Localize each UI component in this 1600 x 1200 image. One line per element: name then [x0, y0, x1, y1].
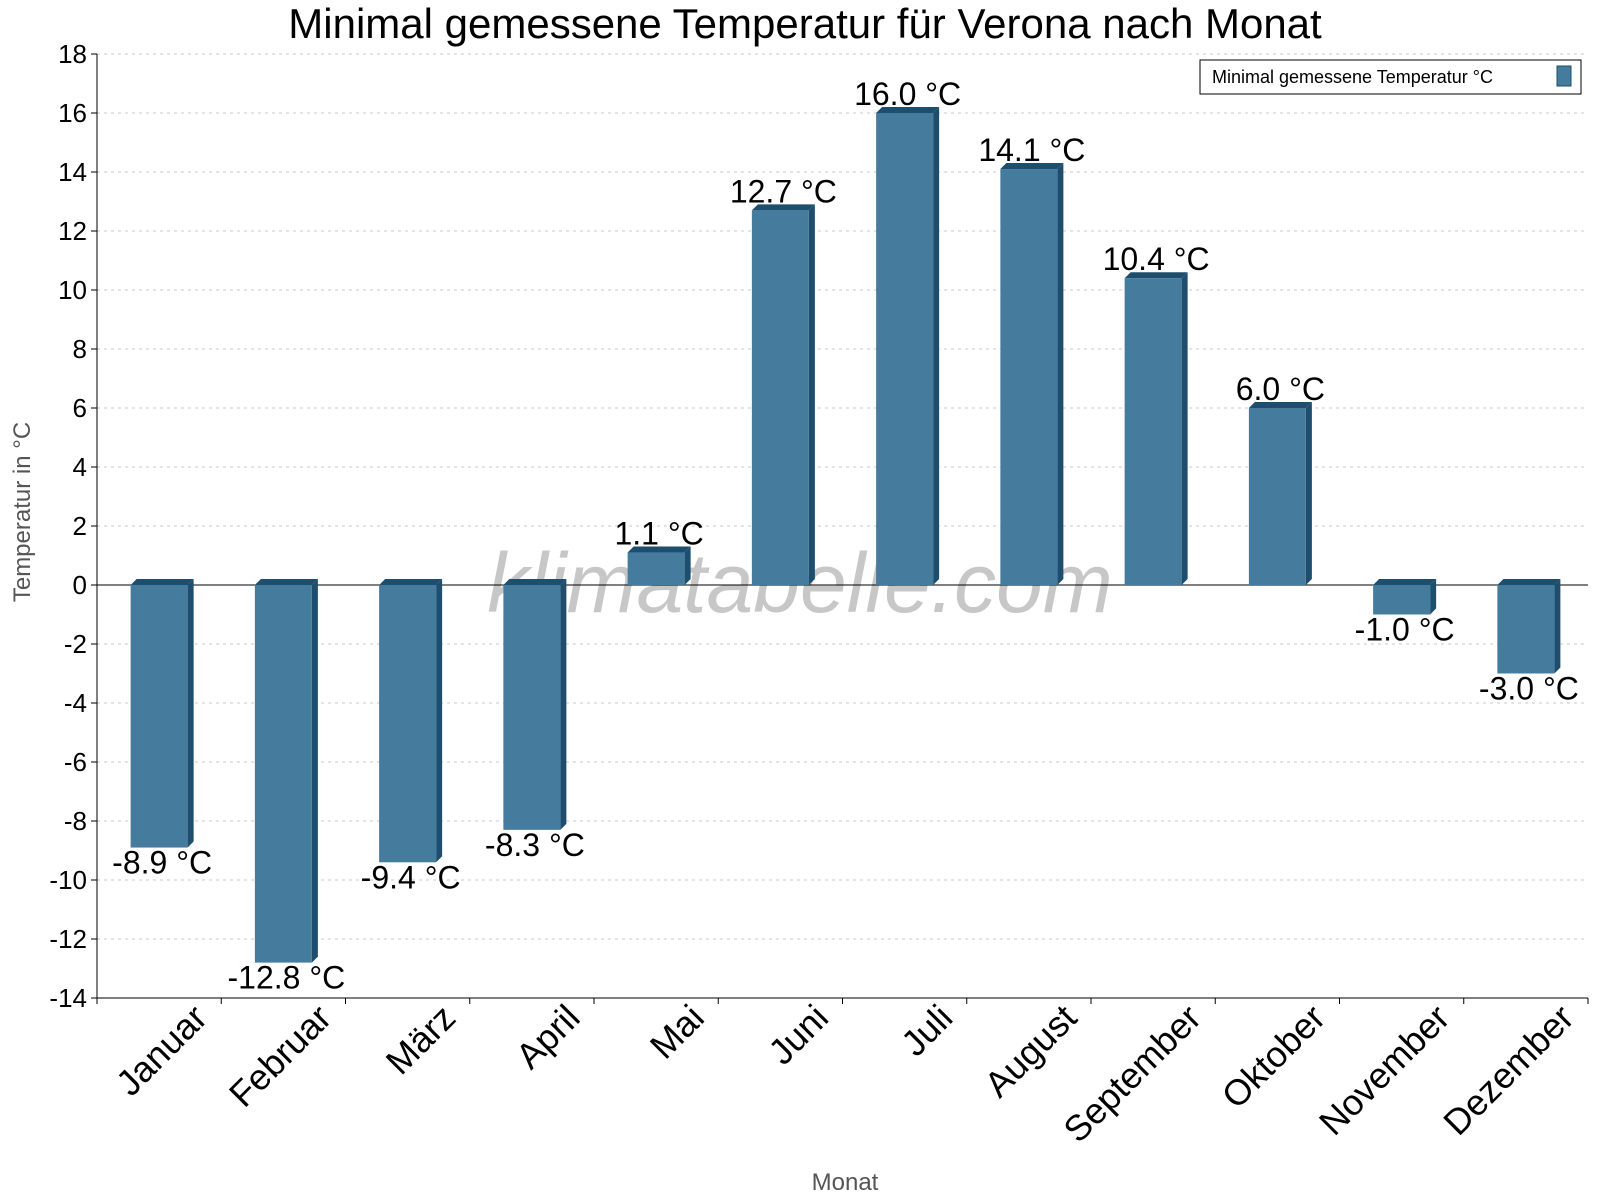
bar-juli [876, 107, 940, 585]
bar-februar [254, 579, 318, 963]
y-tick-label: 2 [73, 511, 87, 541]
x-axis-title: Monat [812, 1169, 879, 1196]
value-label: 1.1 °C [614, 516, 703, 552]
y-tick-label: 0 [73, 570, 87, 600]
bar-mai [627, 546, 691, 585]
bar-september [1124, 272, 1188, 585]
bar-top-face [1124, 272, 1188, 279]
bar-front-face [1248, 408, 1306, 585]
y-tick-label: -8 [64, 806, 87, 836]
bar-side-face [808, 204, 815, 585]
value-label: -1.0 °C [1355, 612, 1455, 648]
bar-november [1373, 579, 1437, 615]
y-tick-label: -6 [64, 747, 87, 777]
bar-top-face [1497, 579, 1561, 585]
y-tick-label: -4 [64, 688, 87, 718]
y-axis-title: Temperatur in °C [9, 422, 36, 602]
bar-side-face [1554, 579, 1561, 674]
bar-top-face [503, 579, 567, 585]
bar-front-face [1373, 585, 1431, 615]
bar-dezember [1497, 579, 1561, 674]
bar-top-face [876, 107, 940, 113]
y-tick-label: -2 [64, 629, 87, 659]
value-label: 6.0 °C [1236, 371, 1325, 407]
legend: Minimal gemessene Temperatur °C [1199, 59, 1582, 95]
y-tick-label: 10 [58, 275, 87, 305]
bar-front-face [503, 585, 561, 830]
value-label: 16.0 °C [854, 76, 961, 112]
bar-front-face [254, 585, 312, 963]
bar-juni [751, 204, 815, 585]
bar-front-face [1497, 585, 1555, 674]
bar-front-face [130, 585, 188, 848]
bars [130, 107, 1561, 963]
bar-top-face [627, 546, 691, 553]
value-label: -3.0 °C [1479, 671, 1579, 707]
y-tick-labels: -14 -12 -10 -8 -6 -4 -2 0 2 4 6 8 10 12 14 16 18 [49, 39, 87, 1013]
y-tick-label: 8 [73, 334, 87, 364]
bar-side-face [1430, 579, 1437, 615]
bar-august [1000, 163, 1064, 586]
value-label: 14.1 °C [978, 132, 1085, 168]
bar-top-face [130, 579, 194, 585]
bar-side-face [560, 579, 567, 830]
bar-april [503, 579, 567, 830]
bar-side-face [1057, 163, 1064, 586]
bar-oktober [1248, 402, 1312, 585]
bar-side-face [1181, 272, 1188, 585]
value-label: 10.4 °C [1103, 241, 1210, 277]
y-tick-label: 14 [58, 157, 87, 187]
bar-top-face [379, 579, 443, 585]
y-tick-label: 4 [73, 452, 87, 482]
value-label: -9.4 °C [361, 859, 461, 895]
axes [91, 53, 1589, 1004]
bar-side-face [187, 579, 194, 848]
value-label: -12.8 °C [228, 960, 346, 996]
legend-label: Minimal gemessene Temperatur °C [1212, 67, 1493, 87]
bar-top-face [1373, 579, 1437, 585]
bar-front-face [751, 210, 809, 585]
bar-side-face [436, 579, 443, 863]
y-tick-label: 6 [73, 393, 87, 423]
legend-box [1199, 59, 1582, 95]
value-labels: -8.9 °C -12.8 °C -9.4 °C -8.3 °C 1.1 °C 12.7 … [112, 76, 1579, 996]
legend-swatch [1556, 65, 1572, 87]
bar-side-face [311, 579, 318, 963]
chart-title: Minimal gemessene Temperatur für Verona … [288, 0, 1322, 47]
bar-side-face [933, 107, 940, 585]
y-tick-label: -14 [49, 983, 87, 1013]
bar-januar [130, 579, 194, 848]
bar-top-face [254, 579, 318, 585]
y-tick-label: -10 [49, 865, 87, 895]
bar-top-face [751, 204, 815, 211]
bar-side-face [1305, 402, 1312, 585]
value-label: -8.3 °C [485, 827, 585, 863]
bar-front-face [627, 552, 685, 585]
bar-top-face [1248, 402, 1312, 408]
bar-side-face [684, 546, 691, 585]
bar-märz [379, 579, 443, 863]
bar-top-face [1000, 163, 1064, 170]
value-label: -8.9 °C [112, 845, 212, 881]
y-tick-label: 12 [58, 216, 87, 246]
bar-front-face [1124, 278, 1182, 585]
bar-front-face [876, 113, 934, 585]
bar-front-face [1000, 169, 1058, 586]
y-tick-label: 18 [58, 39, 87, 69]
value-label: 12.7 °C [730, 173, 837, 209]
bar-front-face [379, 585, 437, 863]
y-tick-label: -12 [49, 924, 87, 954]
y-tick-label: 16 [58, 98, 87, 128]
